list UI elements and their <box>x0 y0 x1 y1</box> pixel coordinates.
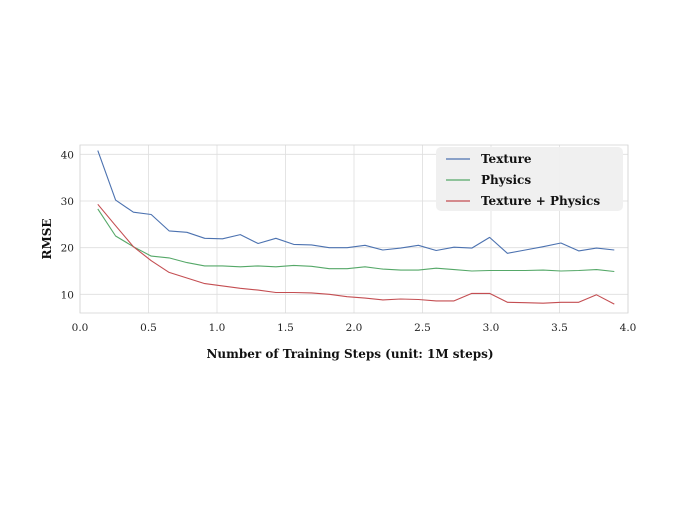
y-axis-ticks: 10 20 30 40 <box>61 149 74 301</box>
x-tick-label: 1.0 <box>209 322 226 334</box>
legend-label-texture-physics: Texture + Physics <box>481 194 600 208</box>
y-tick-label: 20 <box>61 243 74 255</box>
x-tick-label: 1.5 <box>277 322 294 334</box>
x-tick-label: 2.0 <box>346 322 363 334</box>
x-axis-ticks: 0.0 0.5 1.0 1.5 2.0 2.5 3.0 3.5 4.0 <box>72 322 637 334</box>
series-line-texture-physics <box>97 203 615 305</box>
x-tick-label: 2.5 <box>414 322 431 334</box>
x-tick-label: 3.0 <box>483 322 500 334</box>
y-tick-label: 10 <box>61 289 74 301</box>
series-line-texture <box>97 150 615 254</box>
legend-label-physics: Physics <box>481 173 531 187</box>
x-tick-label: 4.0 <box>620 322 637 334</box>
legend-label-texture: Texture <box>481 152 532 166</box>
x-tick-label: 0.0 <box>72 322 89 334</box>
x-axis-title: Number of Training Steps (unit: 1M steps… <box>206 347 493 361</box>
y-tick-label: 30 <box>61 196 74 208</box>
legend: Texture Physics Texture + Physics <box>436 147 623 211</box>
legend-box <box>436 147 623 211</box>
series-lines <box>97 150 615 305</box>
x-tick-label: 3.5 <box>551 322 568 334</box>
y-tick-label: 40 <box>61 149 74 161</box>
x-tick-label: 0.5 <box>140 322 157 334</box>
series-line-physics <box>97 208 615 273</box>
plot-frame <box>79 144 629 314</box>
y-axis-title: RMSE <box>40 218 54 259</box>
